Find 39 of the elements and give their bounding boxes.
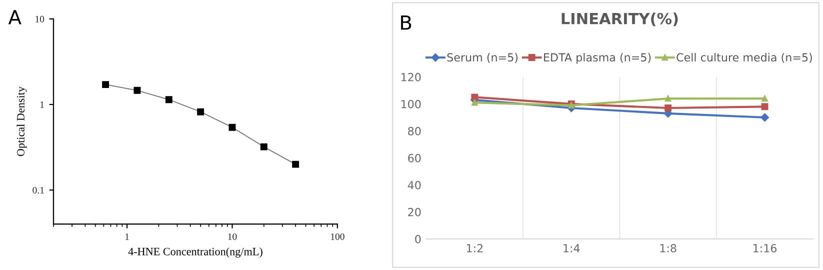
y-tick-label: 120 <box>401 72 421 82</box>
legend-label: Cell culture media (n=5) <box>676 52 812 63</box>
y-tick-label: 0.1 <box>32 186 44 194</box>
y-tick-label: 100 <box>401 100 421 108</box>
text: B <box>401 15 412 30</box>
point <box>664 95 672 102</box>
x-tick-label: 1 <box>125 233 129 240</box>
x-axis-title: 4-HNE Concentration(ng/mL) <box>128 248 262 258</box>
chart-title: LINEARITY(%) <box>562 12 678 26</box>
x-tick-label: 1:4 <box>564 244 580 252</box>
x-tick-label: 100 <box>330 233 344 240</box>
point <box>761 103 768 110</box>
point <box>762 95 768 102</box>
legend-label: Serum (n=5) <box>447 52 518 63</box>
point <box>664 104 672 112</box>
x-tick-label: 1:16 <box>754 244 777 252</box>
text: A <box>8 10 22 24</box>
y-tick-label: 1 <box>40 101 44 108</box>
x-tick-label: 10 <box>228 233 237 240</box>
point <box>760 113 769 122</box>
point <box>102 81 110 88</box>
y-tick-label: 40 <box>408 180 421 190</box>
point <box>471 94 478 101</box>
y-tick-label: 20 <box>408 208 421 216</box>
x-tick-label: 1:2 <box>466 244 482 252</box>
legend-label: EDTA plasma (n=5) <box>544 52 651 64</box>
point <box>228 124 236 131</box>
point <box>292 160 300 168</box>
y-tick-label: 60 <box>408 154 421 162</box>
point <box>197 108 204 116</box>
point <box>472 99 478 106</box>
point <box>134 86 141 94</box>
y-tick-label: 10 <box>36 16 44 22</box>
y-axis-title: Optical Density <box>16 86 27 156</box>
y-tick-label: 80 <box>408 126 421 136</box>
x-tick-label: 1:8 <box>660 244 676 252</box>
point <box>260 143 268 150</box>
y-tick-label: 0 <box>415 234 421 244</box>
point <box>165 96 172 104</box>
